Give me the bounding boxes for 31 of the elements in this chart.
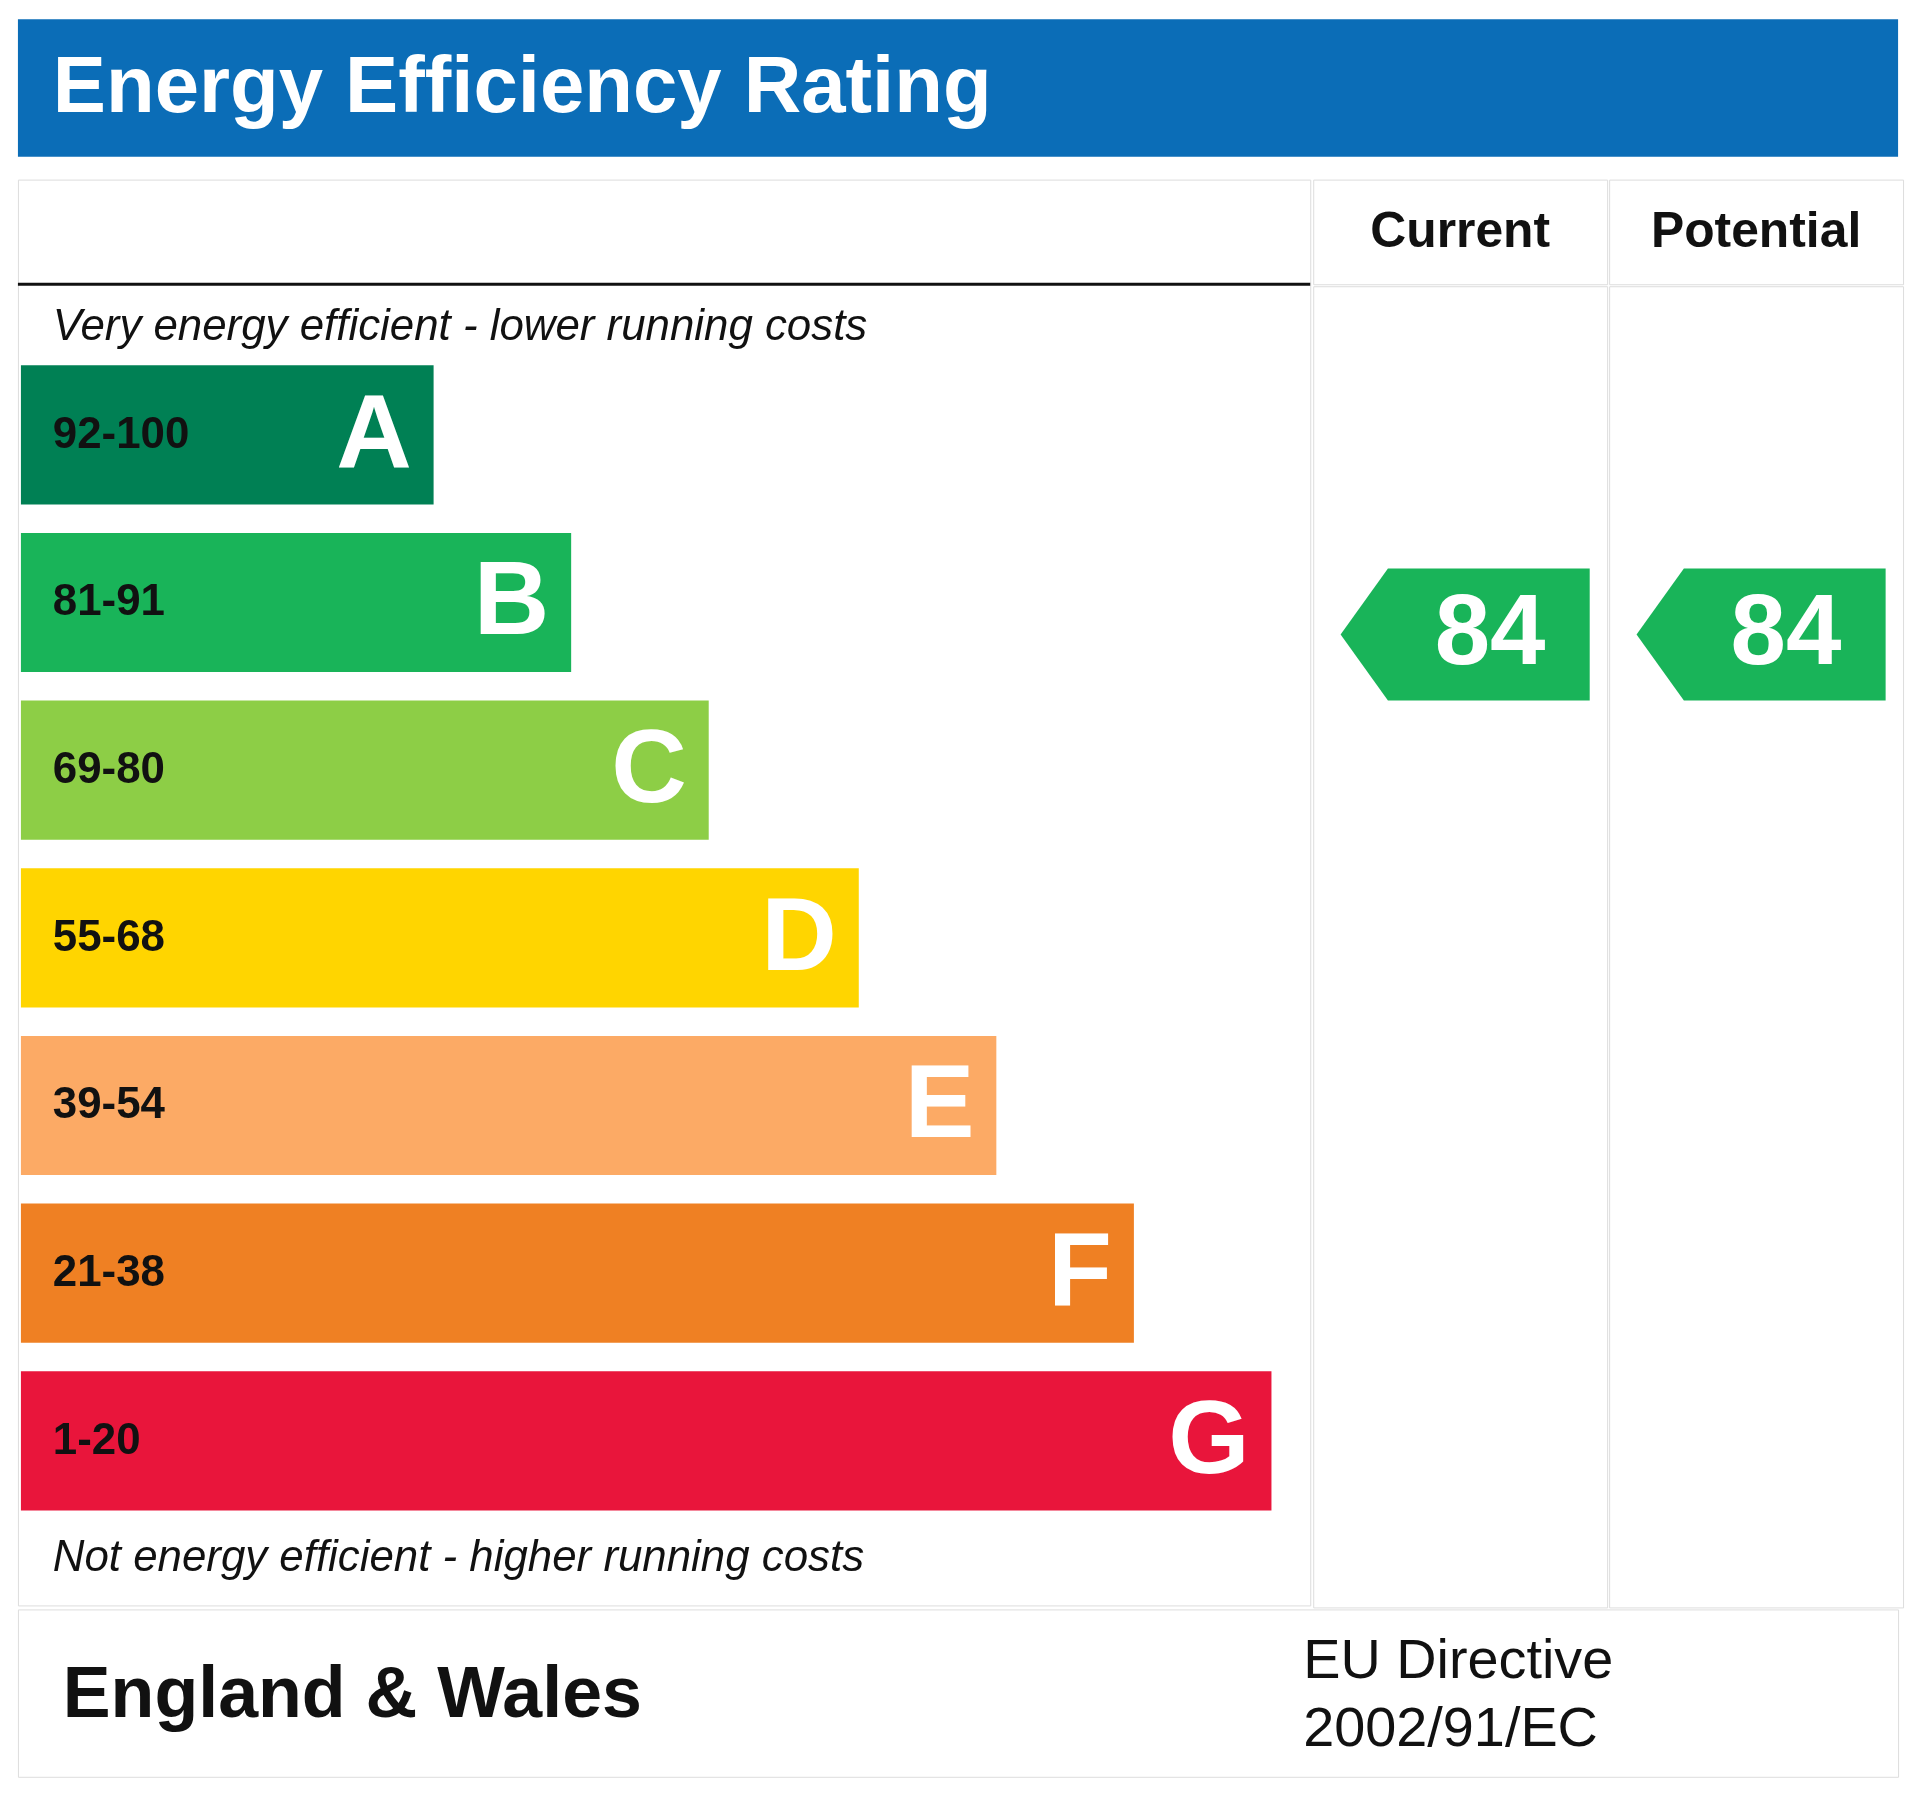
y-tick-label: B <box>473 539 550 657</box>
text: Current <box>1370 201 1551 258</box>
y-tick-label: A <box>336 371 412 489</box>
text: Very energy efficient - lower running costs <box>52 300 868 350</box>
chart-title: Energy Efficiency Rating <box>52 39 992 129</box>
text: EU Directive <box>1303 1627 1614 1691</box>
annotation: 55-68 <box>52 910 165 960</box>
annotation: 69-80 <box>52 743 165 793</box>
text: Potential <box>1650 201 1862 258</box>
bar <box>20 700 709 840</box>
text: Not energy efficient - higher running costs <box>52 1530 865 1580</box>
text: 84 <box>1730 574 1842 686</box>
text: England & Wales <box>62 1652 642 1733</box>
y-tick-label: D <box>761 874 837 992</box>
text: 2002/91/EC <box>1303 1694 1598 1758</box>
annotation: 81-91 <box>52 575 165 625</box>
bar <box>20 1203 1134 1343</box>
y-tick-label: G <box>1168 1377 1250 1495</box>
text: 84 <box>1434 574 1546 686</box>
y-tick-label: E <box>904 1042 975 1160</box>
annotation: 92-100 <box>52 407 190 457</box>
y-tick-label: F <box>1048 1210 1112 1328</box>
bar <box>20 365 434 505</box>
bar <box>20 868 859 1008</box>
bar <box>20 1035 997 1176</box>
annotation: 21-38 <box>52 1246 165 1296</box>
bar <box>20 1371 1272 1511</box>
annotation: 39-54 <box>52 1078 166 1128</box>
annotation: 1-20 <box>52 1413 141 1463</box>
bar <box>20 532 572 673</box>
y-tick-label: C <box>611 707 687 825</box>
